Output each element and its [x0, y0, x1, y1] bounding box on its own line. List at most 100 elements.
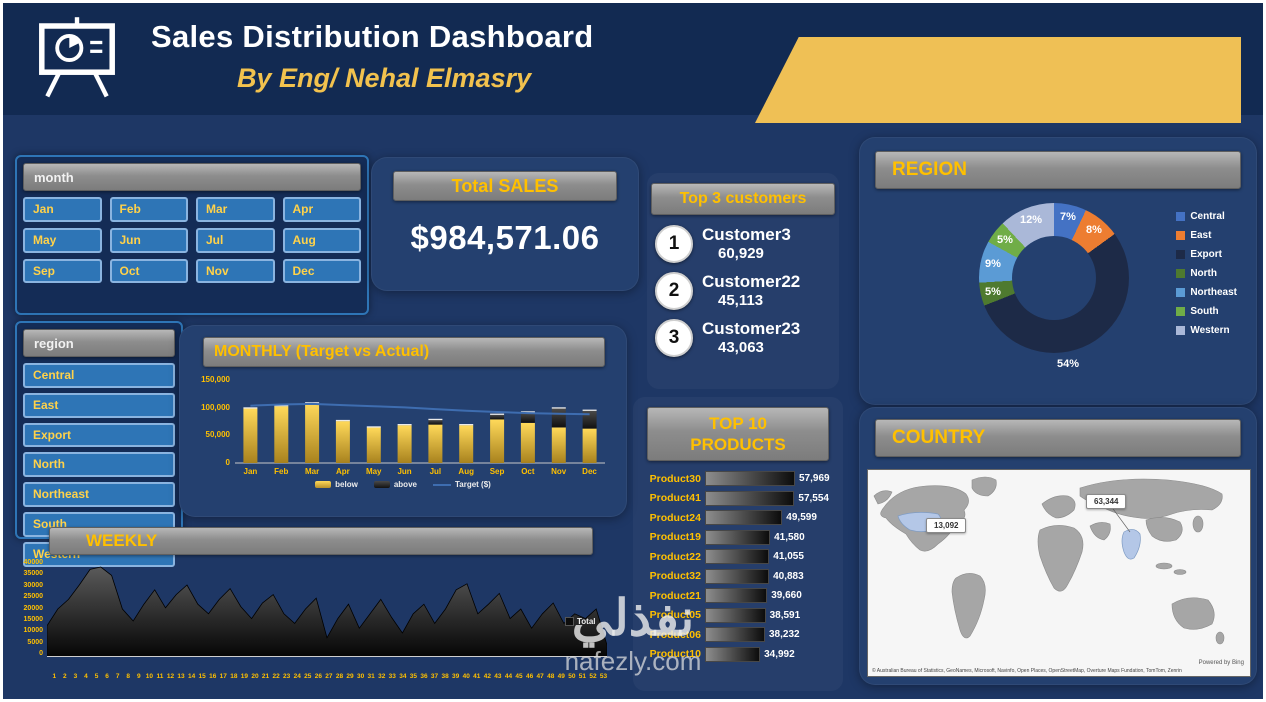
monthly-y-axis: 150,000 100,000 50,000 0 — [189, 375, 235, 467]
monthly-y-tick: 150,000 — [201, 375, 230, 384]
product-bar — [705, 588, 768, 604]
monthly-x-tick: Jun — [397, 467, 412, 476]
weekly-x-tick: 18 — [230, 673, 238, 680]
customer-rank-badge: 3 — [655, 319, 693, 357]
region-legend-label: Western — [1190, 325, 1230, 336]
monthly-chart-panel: MONTHLY (Target vs Actual) 150,000 100,00… — [179, 325, 627, 517]
weekly-x-tick: 35 — [409, 673, 418, 680]
region-slice-label: 5% — [985, 286, 1001, 298]
product-bar — [705, 607, 766, 623]
customer-info: Customer3 60,929 — [702, 225, 791, 262]
map-callout-value: 13,092 — [926, 518, 967, 533]
weekly-legend: Total — [565, 617, 596, 626]
monthly-y-tick: 0 — [225, 457, 230, 467]
monthly-chart-header: MONTHLY (Target vs Actual) — [203, 337, 605, 367]
month-button-dec[interactable]: Dec — [282, 258, 361, 284]
month-button-oct[interactable]: Oct — [109, 258, 188, 284]
page-subtitle: By Eng/ Nehal Elmasry — [237, 63, 532, 93]
region-slice-label: 5% — [997, 234, 1013, 246]
region-legend: Central East Export North Northeast South West… — [1176, 211, 1237, 336]
product-bar — [705, 568, 770, 584]
region-legend-item: Central — [1176, 211, 1237, 222]
region-button-central[interactable]: Central — [23, 363, 175, 388]
weekly-y-tick: 40000 — [23, 559, 43, 566]
region-legend-item: North — [1176, 268, 1237, 279]
weekly-y-tick: 25000 — [23, 593, 43, 601]
product-name: Product24 — [649, 511, 701, 524]
weekly-x-tick: 51 — [578, 673, 587, 680]
region-slicer: region Central East Export North Northeast So… — [15, 321, 183, 567]
region-slice-label: 54% — [1056, 358, 1080, 370]
product-row: Product19 41,580 — [633, 528, 843, 548]
monthly-y-tick: 100,000 — [201, 402, 230, 412]
month-button-jan[interactable]: Jan — [23, 197, 102, 222]
map-attribution: © Australian Bureau of Statistics, GeoNa… — [872, 668, 1182, 674]
weekly-x-tick: 36 — [420, 673, 428, 680]
weekly-chart: 40000 35000 30000 25000 20000 15000 10000 5000 0… — [11, 559, 623, 699]
product-row: Product30 57,969 — [633, 469, 843, 489]
month-button-nov[interactable]: Nov — [196, 258, 275, 284]
weekly-x-tick: 1 — [52, 673, 57, 680]
product-row: Product24 49,599 — [633, 508, 843, 528]
weekly-x-tick: 38 — [441, 673, 449, 680]
region-legend-label: Central — [1190, 211, 1225, 222]
product-value: 40,883 — [773, 570, 804, 582]
weekly-x-tick: 31 — [367, 673, 375, 680]
product-value: 39,660 — [771, 590, 802, 602]
weekly-x-tick: 17 — [219, 673, 227, 680]
weekly-x-tick: 21 — [261, 673, 270, 680]
weekly-x-tick: 27 — [325, 673, 333, 680]
weekly-x-tick: 11 — [156, 673, 164, 680]
month-slicer: month Jan Feb Mar Apr May Jun Jul Aug Sep Oct Nov D… — [15, 155, 369, 315]
top-products-chart: Product30 57,969 Product41 57,554 Product24 4… — [633, 469, 843, 664]
region-slicer-header: region — [23, 329, 175, 357]
weekly-x-tick: 52 — [589, 673, 597, 680]
region-button-northeast[interactable]: Northeast — [23, 482, 175, 507]
month-button-feb[interactable]: Feb — [109, 197, 188, 222]
month-slicer-header: month — [23, 163, 361, 191]
region-legend-item: East — [1176, 230, 1237, 241]
weekly-x-tick: 29 — [346, 673, 354, 680]
weekly-y-tick: 5000 — [27, 638, 43, 646]
weekly-x-tick: 30 — [356, 673, 365, 680]
product-value: 57,554 — [798, 492, 829, 504]
month-button-apr[interactable]: Apr — [282, 197, 361, 222]
top-products-header: TOP 10 PRODUCTS — [647, 407, 829, 461]
product-value: 41,055 — [773, 551, 804, 563]
region-slice-label: 9% — [985, 258, 1001, 270]
product-bar — [705, 627, 765, 643]
monthly-y-tick: 50,000 — [205, 430, 230, 440]
region-donut-hole — [1012, 236, 1096, 320]
region-button-north[interactable]: North — [23, 452, 175, 478]
region-legend-item: Northeast — [1176, 287, 1237, 298]
monthly-x-tick: Jan — [243, 467, 258, 476]
weekly-y-tick: 10000 — [23, 627, 43, 635]
customer-row: 1 Customer3 60,929 — [655, 225, 835, 263]
region-legend-swatch — [1176, 307, 1186, 316]
weekly-y-tick: 20000 — [23, 604, 43, 612]
month-button-sep[interactable]: Sep — [23, 258, 102, 284]
weekly-x-tick: 10 — [145, 673, 153, 680]
month-button-aug[interactable]: Aug — [282, 227, 361, 253]
legend-above-swatch — [373, 481, 390, 488]
customer-name: Customer3 — [702, 225, 791, 244]
month-button-may[interactable]: May — [23, 227, 102, 253]
region-legend-label: South — [1190, 306, 1219, 317]
top-customers-header: Top 3 customers — [651, 183, 835, 215]
month-button-jul[interactable]: Jul — [196, 227, 275, 253]
region-legend-swatch — [1176, 269, 1186, 278]
region-legend-swatch — [1176, 326, 1186, 335]
region-button-east[interactable]: East — [23, 392, 175, 418]
weekly-x-tick: 4 — [84, 673, 88, 680]
product-value: 57,969 — [799, 473, 830, 485]
month-button-mar[interactable]: Mar — [196, 197, 275, 222]
map-powered-by: Powered by Bing — [1198, 660, 1244, 666]
product-name: Product05 — [649, 609, 701, 622]
region-button-export[interactable]: Export — [23, 422, 175, 448]
monthly-legend: below above Target ($) — [179, 480, 627, 489]
weekly-x-axis: 1 2 3 4 5 6 7 8 9 10 11 12 13 14 15 16 17 18 19 20 21 22 23 24 2… — [49, 673, 609, 680]
weekly-area-chart — [46, 566, 608, 658]
region-legend-item: Export — [1176, 249, 1237, 260]
month-button-jun[interactable]: Jun — [109, 227, 188, 253]
